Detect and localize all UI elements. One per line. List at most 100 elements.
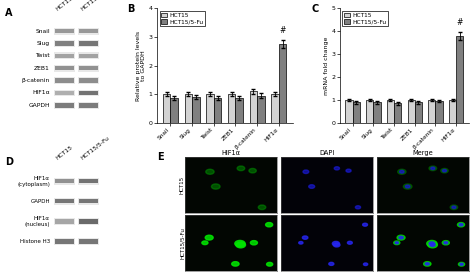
Bar bbox=[387, 100, 394, 123]
Bar bbox=[171, 98, 178, 123]
Legend: HCT15, HCT15/5-Fu: HCT15, HCT15/5-Fu bbox=[160, 11, 205, 26]
Bar bbox=[55, 66, 74, 70]
Circle shape bbox=[334, 167, 339, 170]
Text: HIF1α: HIF1α bbox=[32, 91, 50, 96]
Bar bbox=[79, 29, 98, 34]
Circle shape bbox=[443, 170, 447, 172]
Bar bbox=[456, 36, 464, 123]
Text: HCT15/5-Fu: HCT15/5-Fu bbox=[79, 135, 110, 160]
Bar bbox=[54, 89, 75, 96]
Text: #: # bbox=[280, 27, 286, 35]
Text: D: D bbox=[5, 157, 13, 167]
Bar bbox=[79, 219, 98, 224]
Circle shape bbox=[356, 206, 361, 209]
Circle shape bbox=[429, 166, 437, 171]
Bar bbox=[250, 91, 257, 123]
Bar bbox=[214, 98, 221, 123]
Y-axis label: mRNA fold change: mRNA fold change bbox=[324, 36, 329, 95]
Circle shape bbox=[394, 241, 400, 245]
Bar bbox=[78, 77, 99, 84]
Bar bbox=[55, 54, 74, 58]
Text: HCT15/5-Fu: HCT15/5-Fu bbox=[79, 0, 110, 12]
Circle shape bbox=[452, 206, 456, 209]
Circle shape bbox=[211, 184, 220, 189]
Bar bbox=[54, 40, 75, 47]
Circle shape bbox=[442, 241, 449, 245]
Circle shape bbox=[258, 205, 266, 210]
Circle shape bbox=[329, 262, 334, 265]
Text: ZEB1: ZEB1 bbox=[34, 66, 50, 71]
Circle shape bbox=[429, 242, 435, 245]
Bar bbox=[78, 28, 99, 35]
Text: Snail: Snail bbox=[35, 29, 50, 34]
Bar bbox=[54, 238, 75, 245]
Text: GAPDH: GAPDH bbox=[28, 103, 50, 108]
Bar bbox=[271, 94, 279, 123]
Circle shape bbox=[205, 235, 213, 240]
Bar bbox=[55, 219, 74, 224]
Bar bbox=[78, 178, 99, 185]
Circle shape bbox=[428, 242, 438, 248]
Text: E: E bbox=[157, 152, 164, 163]
Circle shape bbox=[444, 242, 448, 244]
Y-axis label: Relative protein levels
to GAPDH: Relative protein levels to GAPDH bbox=[136, 30, 146, 101]
Circle shape bbox=[299, 242, 303, 244]
Bar bbox=[192, 97, 200, 123]
Text: GAPDH: GAPDH bbox=[30, 199, 50, 204]
Circle shape bbox=[397, 235, 405, 240]
Bar bbox=[79, 78, 98, 83]
Bar bbox=[374, 102, 381, 123]
Circle shape bbox=[405, 185, 410, 188]
Circle shape bbox=[458, 262, 465, 266]
Circle shape bbox=[460, 263, 463, 265]
Bar bbox=[54, 102, 75, 109]
Bar bbox=[79, 239, 98, 243]
Bar bbox=[54, 52, 75, 59]
Title: DAPI: DAPI bbox=[319, 150, 335, 156]
Bar bbox=[78, 238, 99, 245]
Text: Slug: Slug bbox=[37, 41, 50, 46]
Bar bbox=[54, 178, 75, 185]
Bar bbox=[78, 89, 99, 96]
Title: HIF1α: HIF1α bbox=[222, 150, 241, 156]
Circle shape bbox=[424, 262, 431, 266]
Text: #: # bbox=[456, 18, 463, 27]
Circle shape bbox=[441, 168, 448, 173]
Bar bbox=[79, 41, 98, 46]
Circle shape bbox=[309, 185, 315, 188]
Text: β-catenin: β-catenin bbox=[22, 78, 50, 83]
Circle shape bbox=[235, 240, 245, 247]
Bar bbox=[257, 96, 265, 123]
Circle shape bbox=[430, 243, 435, 247]
Circle shape bbox=[265, 222, 273, 227]
Bar bbox=[79, 66, 98, 70]
Text: HIF1α
(cytoplasm): HIF1α (cytoplasm) bbox=[17, 176, 50, 187]
Circle shape bbox=[347, 241, 352, 244]
Bar bbox=[184, 94, 192, 123]
Circle shape bbox=[232, 262, 239, 266]
Circle shape bbox=[363, 223, 367, 226]
Bar bbox=[236, 98, 243, 123]
Bar bbox=[55, 199, 74, 204]
Bar bbox=[346, 100, 353, 123]
Bar bbox=[206, 94, 214, 123]
Circle shape bbox=[266, 262, 273, 266]
Bar bbox=[55, 179, 74, 183]
Text: HIF1α
(nucleus): HIF1α (nucleus) bbox=[24, 216, 50, 227]
Circle shape bbox=[459, 224, 463, 226]
Circle shape bbox=[431, 167, 435, 170]
Bar bbox=[55, 29, 74, 34]
Bar bbox=[428, 100, 436, 123]
Bar bbox=[436, 101, 443, 123]
Bar bbox=[54, 218, 75, 225]
Bar bbox=[279, 44, 286, 123]
Text: A: A bbox=[5, 8, 12, 18]
Bar bbox=[54, 65, 75, 72]
Circle shape bbox=[400, 170, 404, 173]
Circle shape bbox=[425, 263, 429, 265]
Text: Twist: Twist bbox=[35, 53, 50, 58]
Circle shape bbox=[202, 241, 208, 245]
Bar bbox=[78, 218, 99, 225]
Circle shape bbox=[206, 169, 214, 174]
Bar bbox=[415, 102, 422, 123]
